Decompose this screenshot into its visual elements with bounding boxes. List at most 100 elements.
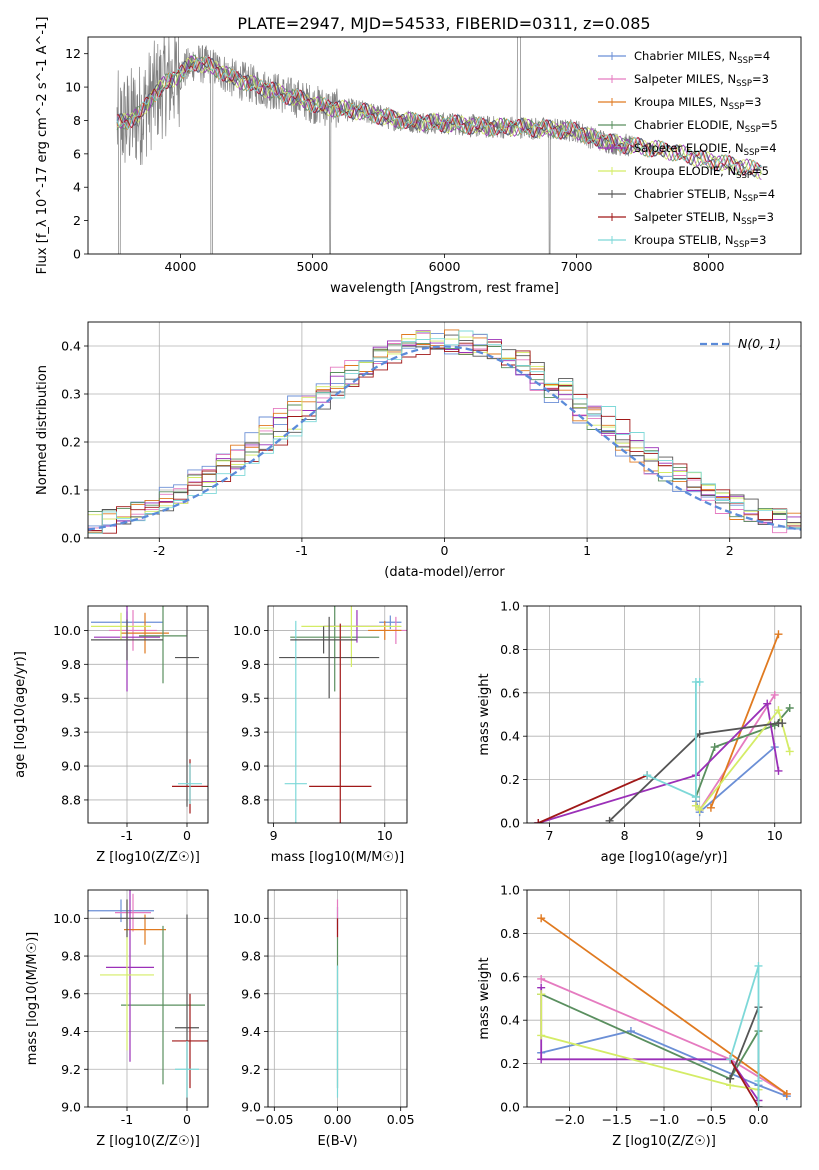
legend-n-sub: SSP [736,79,752,89]
x-axis-label: wavelength [Angstrom, rest frame] [330,281,559,296]
legend-nssp: =4 [753,49,770,63]
legend-n-sub: SSP [744,148,760,158]
x-tick-label: 0.0 [749,1112,769,1127]
x-tick-label: 0 [441,543,449,558]
x-tick-label: 10 [377,828,393,843]
weight-series [537,774,648,823]
weight-marker [537,974,546,983]
legend-label: Salpeter STELIB, NSSP=3 [634,210,774,227]
y-tick-label: 12 [65,46,81,61]
x-tick-label: 10 [767,828,783,843]
x-axis-label: age [log10(age/yr)] [601,850,728,865]
y-tick-label: 8.8 [241,792,261,807]
y-tick-label: 8 [73,113,81,128]
plot-area [527,890,801,1107]
legend-n-sub: SSP [729,102,745,112]
x-tick-label: −0.5 [696,1112,726,1127]
weight-marker [537,914,546,923]
y-tick-label: 1.0 [500,599,520,614]
error-bar-point [309,623,372,823]
y-axis-label: mass weight [477,957,492,1039]
weight-series [540,1030,788,1098]
figure-title: PLATE=2947, MJD=54533, FIBERID=0311, z=0… [237,14,650,33]
x-tick-label: 8000 [693,259,725,274]
legend-n-label: , N [725,210,741,224]
error-bar-point [172,993,208,1089]
legend-n-label: , N [726,187,742,201]
y-tick-label: 9.0 [61,1100,81,1115]
weight-marker [754,961,763,970]
y-tick-label: 0.2 [500,1056,520,1071]
y-tick-label: 9.3 [241,725,261,740]
chart-mass_vs_ebv: −0.05 0.00 0.05 9.0 9.2 9.4 9.6 9.8 10.0 E(B-V) [233,889,415,1149]
legend-n-sub: SSP [736,171,752,181]
y-tick-label: 9.0 [241,1100,261,1115]
legend-label: Chabrier MILES, NSSP=4 [634,49,770,66]
legend-nssp: =3 [744,95,761,109]
y-tick-label: 9.4 [61,1024,81,1039]
weight-marker [695,730,704,739]
weight-marker [785,747,794,756]
legend-nssp: =4 [758,187,775,201]
weight-series [540,993,760,1080]
error-bar-point [284,620,307,823]
y-tick-label: 9.8 [61,657,81,672]
axes-frame [87,605,209,824]
y-tick-label: 9.2 [241,1062,261,1077]
weight-marker [782,1089,791,1098]
legend-n-label: , N [713,95,729,109]
weight-marker [726,1055,735,1064]
weight-marker [754,1103,763,1107]
weight-marker [710,743,719,752]
legend-name: Kroupa MILES [634,95,713,109]
y-tick-label: 9.5 [241,691,261,706]
x-axis-label: Z [log10(Z/Z☉)] [96,1134,200,1149]
y-axis-label: Flux [f_λ 10^-17 erg cm^-2 s^-1 A^-1] [35,17,50,275]
y-tick-label: 9.0 [61,759,81,774]
plot-area [116,37,762,254]
y-tick-label: 10.0 [233,623,261,638]
error-bar-point [121,925,205,1085]
x-tick-label: 9 [270,828,278,843]
y-tick-label: 6 [73,146,81,161]
axes-frame [87,321,802,539]
chart-age_vs_mass: 9 10 8.8 9.0 9.3 9.5 9.8 10.0 mass [log10(M/M☉)] [233,605,408,865]
y-tick-label: 9.3 [61,725,81,740]
weight-series [540,994,759,1091]
y-tick-label: 10.0 [53,623,81,638]
x-tick-label: -1 [296,543,308,558]
x-tick-label: 5000 [297,259,329,274]
y-tick-label: 1.0 [500,883,520,898]
weight-marker [605,816,614,823]
x-tick-label: -2 [153,543,165,558]
plot-area [88,322,801,538]
legend-n-sub: SSP [745,125,761,135]
residual-histogram [88,330,801,534]
weight-series [695,694,776,812]
weight-marker [537,1055,546,1064]
y-tick-label: 0.4 [61,339,81,354]
error-bar-point [91,619,163,661]
legend-name: Chabrier MILES [634,49,721,63]
x-axis-label: E(B-V) [317,1134,357,1149]
legend-nssp: =3 [749,233,766,247]
error-bar-point [301,606,402,668]
weight-marker [785,703,794,712]
error-bar-point [175,914,199,1107]
y-tick-label: 9.0 [241,759,261,774]
x-tick-label: −0.05 [255,1112,293,1127]
weight-marker [754,1076,763,1085]
plot-area [88,890,208,1107]
weight-marker [537,1031,546,1040]
legend-name: Chabrier ELODIE [634,118,729,132]
legend-nssp: =4 [760,141,777,155]
weight-series [538,701,780,823]
model-spectrum [116,55,762,177]
weight-series [710,633,780,809]
weight-series [540,917,788,1095]
error-bar-point [121,612,169,654]
y-tick-label: 9.6 [61,986,81,1001]
x-tick-label: -1 [121,828,133,843]
legend-name: Salpeter MILES [634,72,720,86]
y-tick-label: 9.5 [61,691,81,706]
